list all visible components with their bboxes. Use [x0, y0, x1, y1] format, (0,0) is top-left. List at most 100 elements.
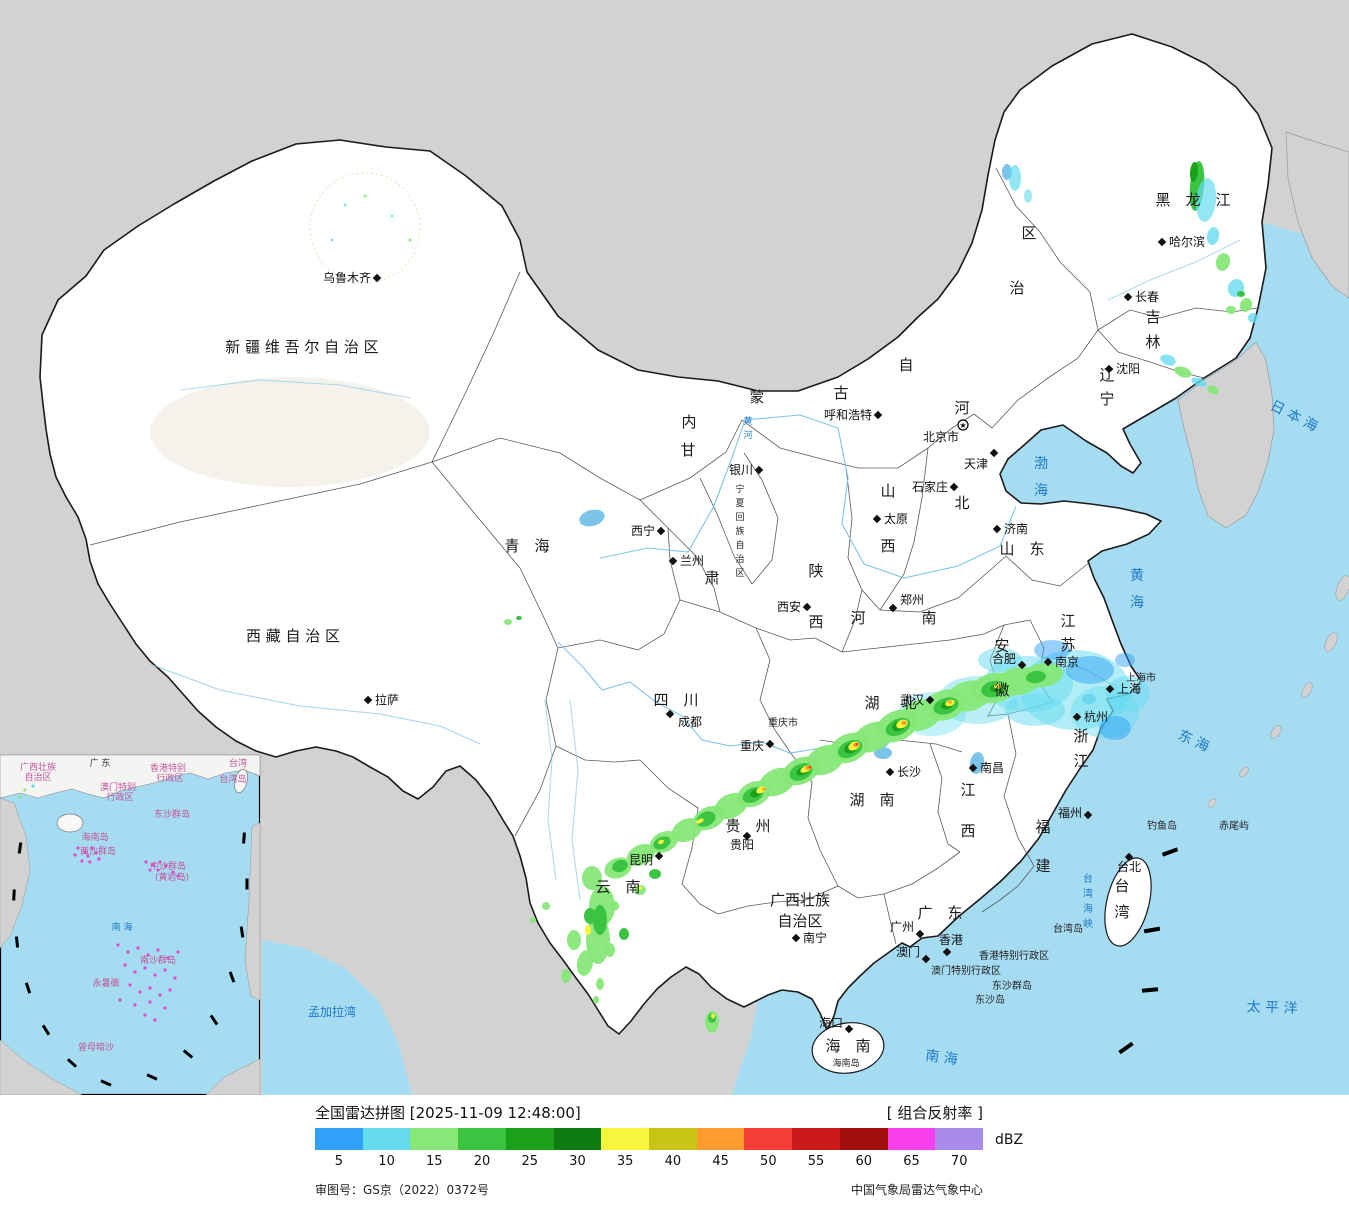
city-marker [363, 695, 373, 705]
radar-echo [343, 203, 347, 207]
province-label: 建 [1035, 857, 1050, 875]
legend-value: 70 [950, 1154, 968, 1169]
inset-label: 广 东 [90, 757, 111, 769]
minor-label: 钓鱼岛 [1147, 819, 1177, 832]
radar-echo [584, 908, 596, 924]
island-dot [94, 851, 98, 855]
province-label: 海 南 [825, 1037, 870, 1055]
color-scale-bar [315, 1128, 984, 1150]
dash-segment [100, 1079, 112, 1087]
island-dot [176, 874, 180, 878]
city-marker [1083, 810, 1093, 820]
legend-value: 55 [807, 1154, 825, 1169]
inset-island-dots [18, 784, 180, 1022]
city-label: 乌鲁木齐 [323, 270, 371, 285]
inset-label: 自治区 [24, 771, 51, 783]
province-label: 福 [1035, 818, 1050, 836]
dash-segment [228, 971, 236, 983]
dash-segment [66, 1058, 78, 1068]
island-dot [73, 853, 77, 857]
city-marker [668, 556, 678, 566]
legend-value: 30 [569, 1154, 586, 1169]
south-china-sea-inset: 广西壮族自治区广 东香港特别行政区澳门特别行政区台湾台湾岛东沙群岛海南岛西沙群岛… [0, 754, 261, 1096]
nine-dash-line [1118, 847, 1179, 1055]
city-label: 拉萨 [375, 692, 399, 707]
city-marker [791, 933, 801, 943]
radar-echo [1226, 306, 1236, 314]
radar-echo [1115, 653, 1135, 667]
province-label: 江 [960, 781, 975, 799]
island-dot [80, 859, 84, 863]
dash-segment [242, 832, 246, 844]
island-dot [31, 784, 35, 788]
city-marker [921, 954, 931, 964]
city-label: 武汉 [900, 693, 924, 707]
island-dot [176, 950, 180, 954]
radar-echo-layer [330, 161, 1258, 1033]
dash-segment [1118, 1041, 1134, 1055]
province-label: 北 [901, 694, 916, 712]
province-label: 内 [681, 413, 696, 431]
scale-values: 5 10 15 20 25 30 35 40 45 50 55 60 65 70 [315, 1154, 983, 1169]
city-label: 长沙 [897, 765, 921, 779]
island-dot [126, 950, 130, 954]
city-label: 南昌 [980, 760, 1004, 775]
province-label: 甘 [680, 441, 695, 459]
province-label: 台 [1114, 877, 1129, 895]
legend-color-cell [792, 1128, 840, 1150]
island-dot [148, 868, 152, 872]
minor-label: 海南岛 [832, 1057, 859, 1069]
legend-value: 10 [378, 1154, 395, 1169]
taiwan-island [1104, 857, 1152, 947]
island-dot [148, 986, 152, 990]
island-dot [164, 864, 168, 868]
inset-philippines [244, 822, 261, 1001]
city-label: 台北 [1117, 859, 1141, 874]
sea-label: 渤海 [1034, 456, 1048, 499]
province-label: 自 [898, 356, 913, 374]
province-label: 治 [1009, 279, 1024, 297]
city-marker [888, 603, 898, 613]
province-label: 蒙 [749, 388, 764, 406]
island-dot [128, 983, 132, 987]
radar-echo [1207, 385, 1219, 395]
radar-echo [605, 943, 615, 957]
radar-echo [390, 214, 394, 218]
radar-echo [363, 194, 367, 198]
island-dot [133, 970, 137, 974]
island-dot [153, 973, 157, 977]
city-label: 石家庄 [912, 479, 948, 494]
hainan-island [811, 1022, 885, 1074]
sea-label: 南 海 [924, 1048, 958, 1068]
legend-value: 60 [855, 1154, 873, 1169]
bay-of-bengal [262, 940, 412, 1095]
city-label: 昆明 [629, 853, 653, 867]
license-number: 审图号：GS京（2022）0372号 [315, 1183, 489, 1197]
island-dot [158, 860, 162, 864]
province-label: 苏 [1060, 636, 1075, 654]
radar-echo [696, 818, 704, 824]
radar-echo [1034, 640, 1070, 660]
inset-labels: 广西壮族自治区广 东香港特别行政区澳门特别行政区台湾台湾岛东沙群岛海南岛西沙群岛… [20, 757, 247, 1053]
island-dot [90, 846, 94, 850]
korea-peninsula [1177, 341, 1275, 529]
product-label: [ 组合反射率 ] [886, 1104, 983, 1122]
legend-color-cell [315, 1128, 363, 1150]
radar-echo [626, 843, 656, 867]
inset-land-sw [0, 1039, 83, 1096]
city-label: 福州 [1058, 805, 1082, 820]
radar-echo [638, 886, 642, 890]
radar-echo [711, 1013, 715, 1019]
inset-taiwan [234, 768, 248, 794]
legend-value: 5 [334, 1154, 343, 1169]
radar-echo [596, 978, 604, 990]
island-dot [166, 956, 170, 960]
island-dot [156, 868, 160, 872]
city-marker [1124, 852, 1134, 862]
province-label: 贵 州 [725, 817, 770, 835]
island-dot [171, 870, 175, 874]
inset-label: 南 海 [112, 921, 133, 933]
credit: 中国气象局雷达气象中心 [850, 1183, 983, 1197]
city-label: 海口 [819, 1015, 843, 1030]
